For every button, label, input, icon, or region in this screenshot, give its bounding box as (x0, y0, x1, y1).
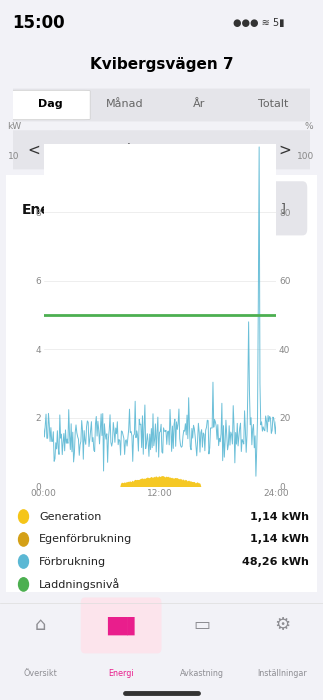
Text: Generation: Generation (39, 512, 101, 522)
Text: <: < (27, 142, 40, 158)
Circle shape (18, 578, 28, 591)
Text: Energi: Energi (22, 204, 72, 218)
Text: ▐█▌: ▐█▌ (100, 616, 142, 635)
Text: Förbrukning: Förbrukning (39, 556, 106, 566)
Text: ▭: ▭ (193, 617, 210, 634)
Text: Inställningar: Inställningar (258, 668, 307, 678)
FancyBboxPatch shape (55, 130, 260, 169)
FancyBboxPatch shape (4, 130, 63, 169)
Text: [ ]: [ ] (272, 202, 286, 215)
Text: Dag: Dag (38, 99, 62, 109)
Text: 1,14 kWh: 1,14 kWh (250, 534, 309, 545)
Circle shape (18, 555, 28, 568)
FancyBboxPatch shape (251, 130, 319, 169)
FancyBboxPatch shape (10, 90, 90, 120)
Text: 100: 100 (297, 152, 314, 161)
Text: Totalt: Totalt (258, 99, 288, 109)
FancyBboxPatch shape (7, 88, 316, 122)
Text: 7 jan. 2025  📅: 7 jan. 2025 📅 (117, 144, 198, 156)
Text: 15:00: 15:00 (13, 14, 65, 32)
Text: Egenförbrukning: Egenförbrukning (39, 534, 132, 545)
Text: ●●● ≋ 5▮: ●●● ≋ 5▮ (233, 18, 284, 28)
Circle shape (18, 533, 28, 546)
Text: Månad: Månad (106, 99, 143, 109)
Text: ⚙: ⚙ (275, 617, 291, 634)
Text: 48,26 kWh: 48,26 kWh (242, 556, 309, 566)
Circle shape (18, 510, 28, 523)
Text: 10: 10 (7, 152, 19, 161)
Text: Översikt: Översikt (24, 668, 57, 678)
Text: kW: kW (7, 122, 22, 132)
Text: %: % (304, 122, 313, 132)
FancyBboxPatch shape (84, 193, 118, 228)
Text: >: > (278, 142, 291, 158)
FancyBboxPatch shape (3, 171, 320, 596)
Text: Avkastning: Avkastning (180, 668, 224, 678)
FancyBboxPatch shape (250, 181, 307, 235)
Text: Kvibergsvägen 7: Kvibergsvägen 7 (90, 57, 233, 72)
Text: 1,14 kWh: 1,14 kWh (250, 512, 309, 522)
Text: Energi: Energi (108, 668, 134, 678)
Text: ⌂: ⌂ (35, 617, 46, 634)
Text: År: År (193, 99, 205, 109)
FancyBboxPatch shape (81, 597, 162, 653)
Text: Laddningsnivå: Laddningsnivå (39, 578, 120, 590)
